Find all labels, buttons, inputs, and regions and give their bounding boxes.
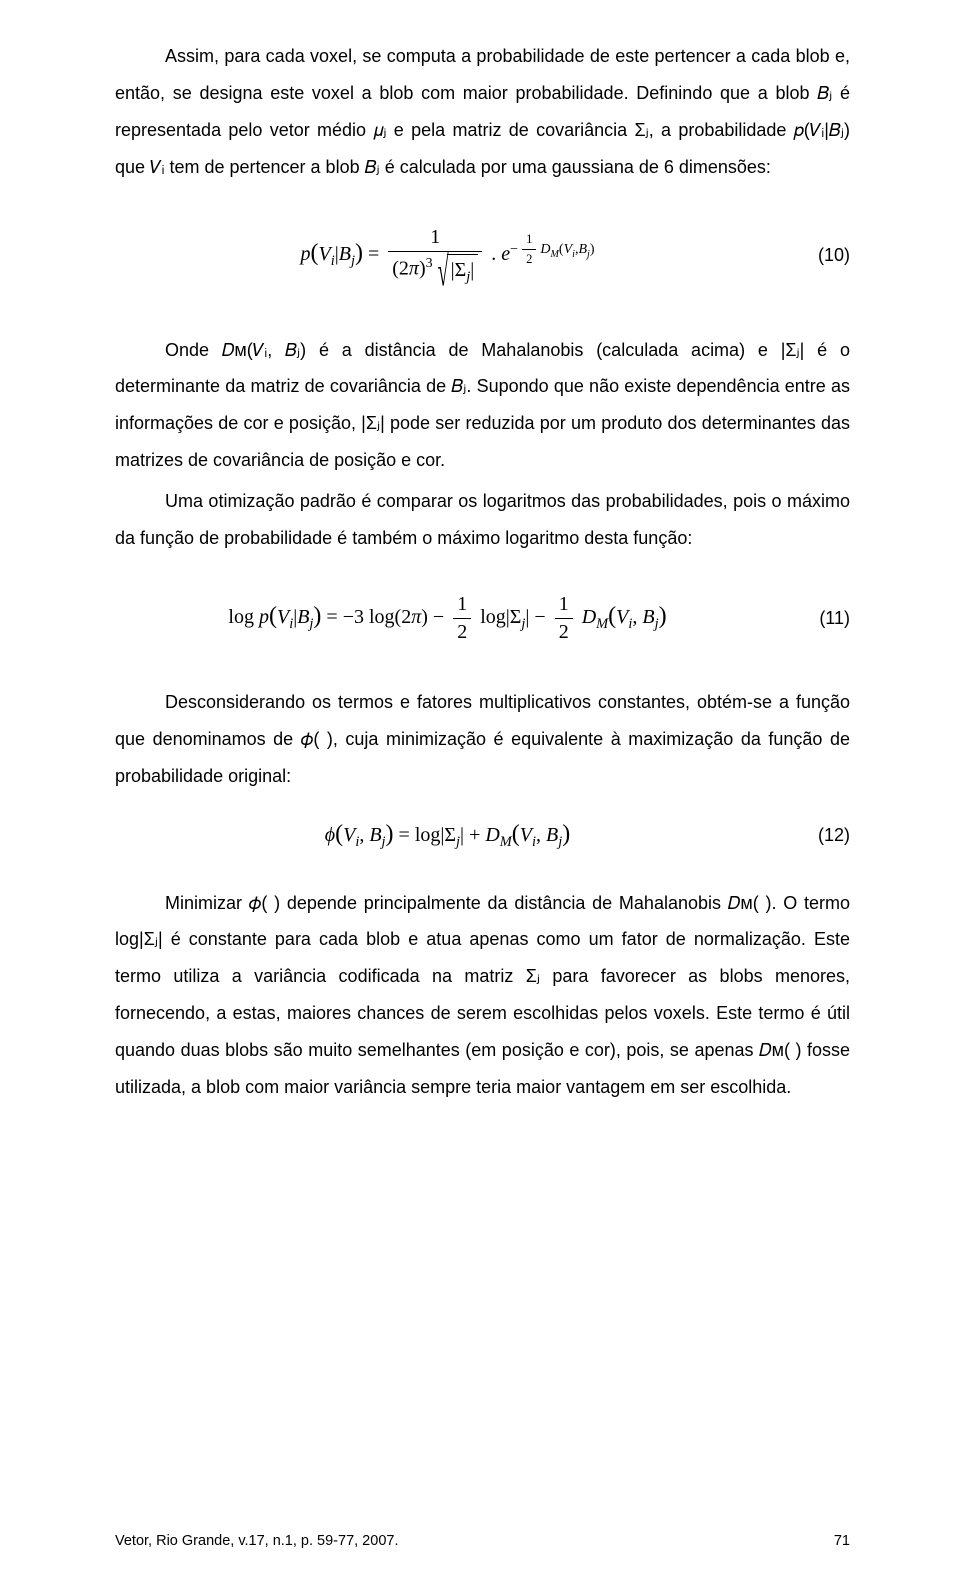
footer-page-number: 71 bbox=[834, 1533, 850, 1549]
paragraph-2a: Onde 𝐷ᴍ(𝑉ᵢ, 𝐵ⱼ) é a distância de Mahalan… bbox=[115, 332, 850, 480]
equation-12: ϕ(Vi, Bj) = log|Σj| + DM(Vi, Bj) bbox=[115, 821, 780, 851]
paragraph-2b: Uma otimização padrão é comparar os loga… bbox=[115, 483, 850, 557]
equation-11-number: (11) bbox=[780, 608, 850, 629]
page-footer: Vetor, Rio Grande, v.17, n.1, p. 59-77, … bbox=[115, 1533, 850, 1549]
paragraph-3: Desconsiderando os termos e fatores mult… bbox=[115, 684, 850, 795]
equation-10-number: (10) bbox=[780, 245, 850, 266]
equation-12-number: (12) bbox=[780, 825, 850, 846]
equation-10: p(Vi|Bj) = 1 (2π)3 √|Σj| . e−12DM(Vi,Bj) bbox=[115, 226, 780, 286]
equation-11: log p(Vi|Bj) = −3 log(2π) − 12 log|Σj| −… bbox=[115, 593, 780, 644]
equation-11-row: log p(Vi|Bj) = −3 log(2π) − 12 log|Σj| −… bbox=[115, 593, 850, 644]
equation-12-row: ϕ(Vi, Bj) = log|Σj| + DM(Vi, Bj) (12) bbox=[115, 821, 850, 851]
page: Assim, para cada voxel, se computa a pro… bbox=[0, 0, 960, 1589]
paragraph-4: Minimizar 𝜙( ) depende principalmente da… bbox=[115, 885, 850, 1106]
footer-citation: Vetor, Rio Grande, v.17, n.1, p. 59-77, … bbox=[115, 1533, 398, 1549]
paragraph-1: Assim, para cada voxel, se computa a pro… bbox=[115, 38, 850, 186]
equation-10-row: p(Vi|Bj) = 1 (2π)3 √|Σj| . e−12DM(Vi,Bj)… bbox=[115, 226, 850, 286]
